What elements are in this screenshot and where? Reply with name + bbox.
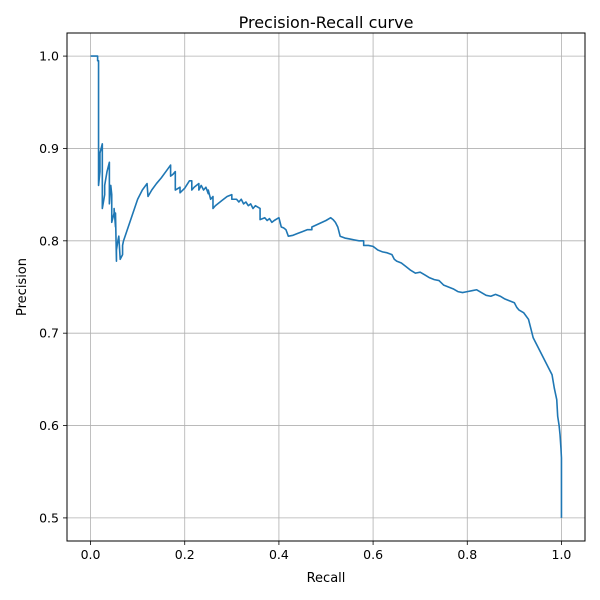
y-tick-label: 0.7 xyxy=(39,326,59,341)
y-axis-label: Precision xyxy=(15,258,30,316)
y-tick-label: 0.6 xyxy=(39,418,59,433)
ticks: 0.0 0.2 0.4 0.6 0.8 1.0 0.5 0.6 0.7 0.8 0.9 1.0 xyxy=(39,49,571,562)
y-tick-label: 0.9 xyxy=(39,141,59,156)
y-tick-label: 1.0 xyxy=(39,49,59,64)
x-tick-label: 0.4 xyxy=(269,547,289,562)
y-tick-label: 0.5 xyxy=(39,510,59,525)
grid xyxy=(67,33,585,541)
x-tick-label: 0.6 xyxy=(363,547,383,562)
x-tick-label: 1.0 xyxy=(552,547,572,562)
x-tick-label: 0.0 xyxy=(81,547,101,562)
y-tick-label: 0.8 xyxy=(39,233,59,248)
x-tick-label: 0.2 xyxy=(175,547,195,562)
x-axis-label: Recall xyxy=(307,571,346,586)
precision-recall-line xyxy=(90,55,563,518)
chart-title: Precision-Recall curve xyxy=(239,13,414,32)
plot-frame xyxy=(66,32,586,542)
x-tick-label: 0.8 xyxy=(457,547,477,562)
